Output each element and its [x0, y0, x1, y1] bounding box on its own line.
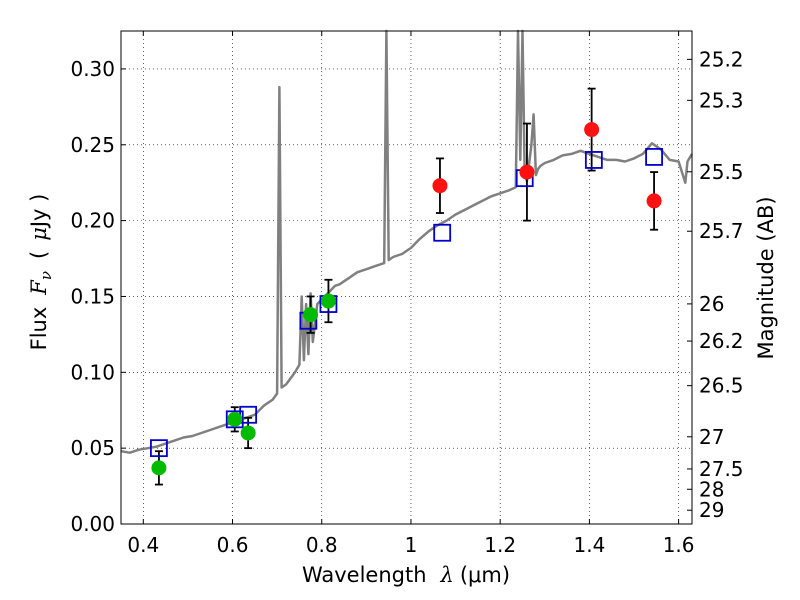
sed-model-line: [120, 29, 694, 454]
x-tick-label: 1.4: [573, 533, 605, 557]
model-photometry-square: [150, 439, 168, 458]
y-tick-label: 0.10: [70, 360, 115, 384]
magnitude-tick-label: 26: [699, 292, 724, 316]
x-ticks: 0.4 0.6 0.8 1 1.2 1.4 1.6: [127, 31, 695, 557]
observed-flux-point: [432, 178, 448, 194]
model-squares: [150, 148, 663, 458]
grid: [121, 31, 692, 525]
x-tick-label: 1.6: [663, 533, 695, 557]
magnitude-tick-label: 25.5: [699, 160, 744, 184]
magnitude-axis-label: Magnitude (AB): [754, 196, 778, 359]
magnitude-tick-label: 26.2: [699, 329, 744, 353]
plot-frame: [120, 30, 693, 525]
y-tick-label: 0.25: [70, 133, 115, 157]
observed-flux-point: [584, 122, 600, 138]
magnitude-tick-label: 25.7: [699, 219, 744, 243]
magnitude-tick-label: 25.3: [699, 88, 744, 112]
observed-flux-point: [227, 411, 243, 427]
y-tick-label: 0.15: [70, 284, 115, 308]
observed-flux-point: [320, 293, 336, 309]
observed-flux-point: [303, 307, 319, 323]
observed-flux-point: [240, 425, 256, 441]
y-tick-label: 0.00: [70, 512, 115, 536]
x-tick-label: 0.4: [127, 533, 159, 557]
model-photometry-square: [645, 148, 663, 166]
sed-line-layer: [120, 29, 694, 454]
magnitude-tick-label: 27.5: [699, 457, 744, 481]
model-photometry-square: [433, 223, 452, 242]
observed-flux-point: [646, 193, 662, 209]
x-tick-label: 0.6: [217, 533, 249, 557]
magnitude-tick-label: 25.2: [699, 47, 744, 71]
y-tick-label: 0.05: [70, 436, 115, 460]
magnitude-tick-label: 26.5: [699, 374, 744, 398]
x-axis-label: Wavelength λ (μm): [302, 563, 510, 587]
magnitude-tick-label: 29: [699, 498, 724, 522]
observed-flux-point: [151, 460, 167, 476]
model-photometry-square: [584, 151, 603, 169]
y-tick-label: 0.20: [70, 209, 115, 233]
model-photometry-square: [225, 410, 244, 429]
x-tick-label: 1: [405, 533, 418, 557]
magnitude-tick-label: 27: [699, 425, 724, 449]
y-ticks: 0.00 0.05 0.10 0.15 0.20 0.25 0.30: [70, 57, 126, 536]
x-tick-label: 0.8: [306, 533, 338, 557]
observed-circles: [151, 122, 662, 476]
y-tick-label: 0.30: [70, 57, 115, 81]
magnitude-tick-label: 28: [699, 477, 724, 501]
observed-flux-point: [519, 164, 535, 180]
y-axis-label: FluxFν(μJy ): [27, 194, 55, 351]
x-tick-label: 1.2: [484, 533, 516, 557]
